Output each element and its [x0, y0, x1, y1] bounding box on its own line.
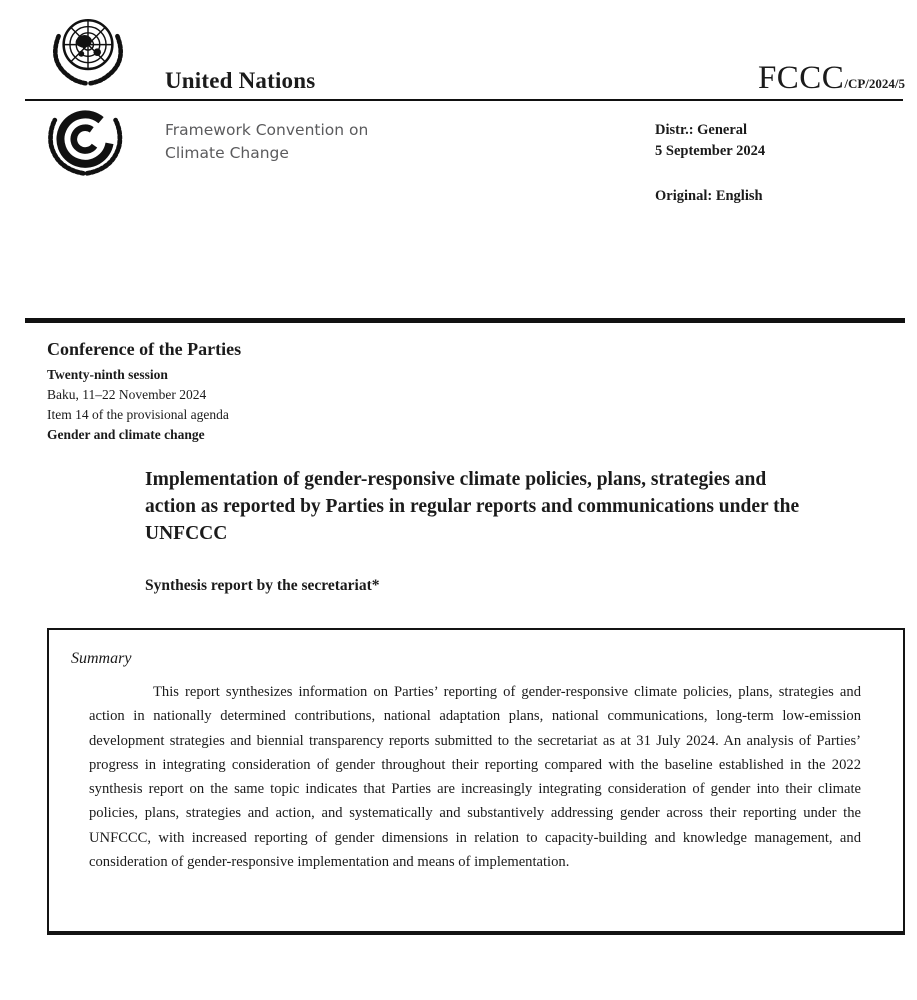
org-subtitle-line2: Climate Change: [165, 144, 289, 162]
agenda-item: Item 14 of the provisional agenda: [47, 407, 229, 422]
document-symbol-suffix: /CP/2024/5: [844, 76, 905, 91]
document-subtitle: Synthesis report by the secretariat*: [145, 577, 380, 594]
distribution-block: Distr.: General 5 September 2024 Origina…: [655, 120, 765, 207]
header-rule: [25, 99, 903, 101]
session-location-dates: Baku, 11–22 November 2024: [47, 387, 207, 402]
org-subtitle: Framework Convention on Climate Change: [165, 119, 368, 165]
summary-paragraph: This report synthesizes information on P…: [89, 684, 861, 871]
distribution-line: Distr.: General: [655, 122, 748, 138]
un-emblem-icon: [45, 11, 131, 95]
date-line: 5 September 2024: [655, 143, 766, 159]
org-name: United Nations: [165, 68, 316, 93]
session-number: Twenty-ninth session: [47, 367, 168, 382]
spacer: [655, 162, 765, 186]
section-rule: [25, 318, 905, 323]
document-symbol: FCCC/CP/2024/5: [758, 60, 905, 97]
org-subtitle-line1: Framework Convention on: [165, 121, 369, 139]
original-language-line: Original: English: [655, 188, 763, 204]
document-symbol-main: FCCC: [757, 60, 845, 96]
unfccc-emblem-icon: [40, 103, 138, 179]
agenda-title: Gender and climate change: [47, 427, 205, 442]
session-block: Conference of the Parties Twenty-ninth s…: [47, 339, 241, 445]
document-title: Implementation of gender-responsive clim…: [145, 469, 800, 544]
summary-heading: Summary: [71, 650, 132, 667]
session-body-name: Conference of the Parties: [47, 339, 242, 359]
summary-box: Summary This report synthesizes informat…: [47, 628, 905, 935]
